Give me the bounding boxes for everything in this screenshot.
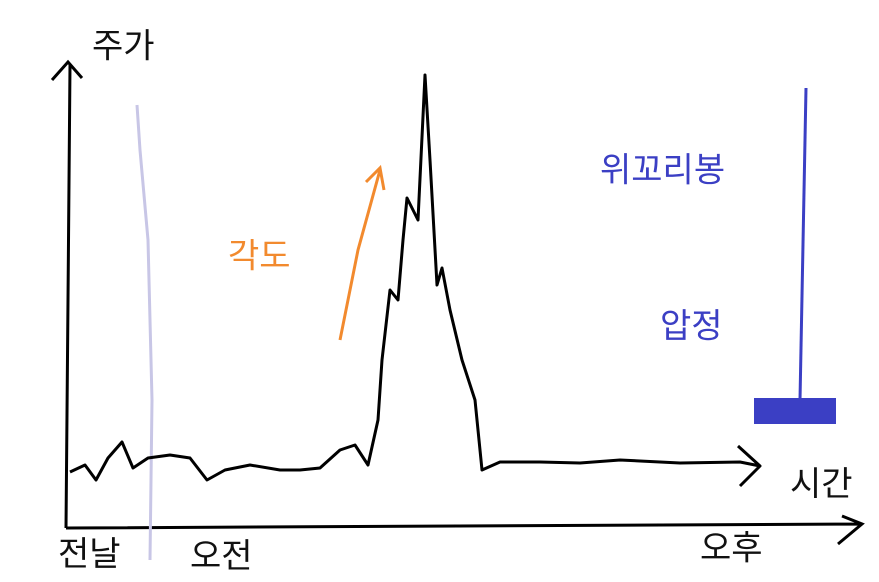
angle-arrow [338, 164, 386, 341]
tack-pin [798, 87, 808, 401]
y-axis-label: 주가 [92, 27, 155, 67]
y-axis [50, 59, 84, 529]
time-label: 오전 [190, 537, 253, 577]
angle-label: 각도 [228, 237, 291, 277]
day-divider [135, 104, 154, 561]
time-label: 전날 [58, 535, 121, 575]
time-label: 오후 [700, 529, 763, 569]
wick-label: 위꼬리봉 [600, 151, 725, 191]
x-axis [65, 514, 865, 546]
tack-head [754, 398, 836, 424]
price-line [69, 73, 762, 488]
tack-label: 압정 [660, 307, 723, 347]
x-axis-label: 시간 [790, 465, 853, 505]
